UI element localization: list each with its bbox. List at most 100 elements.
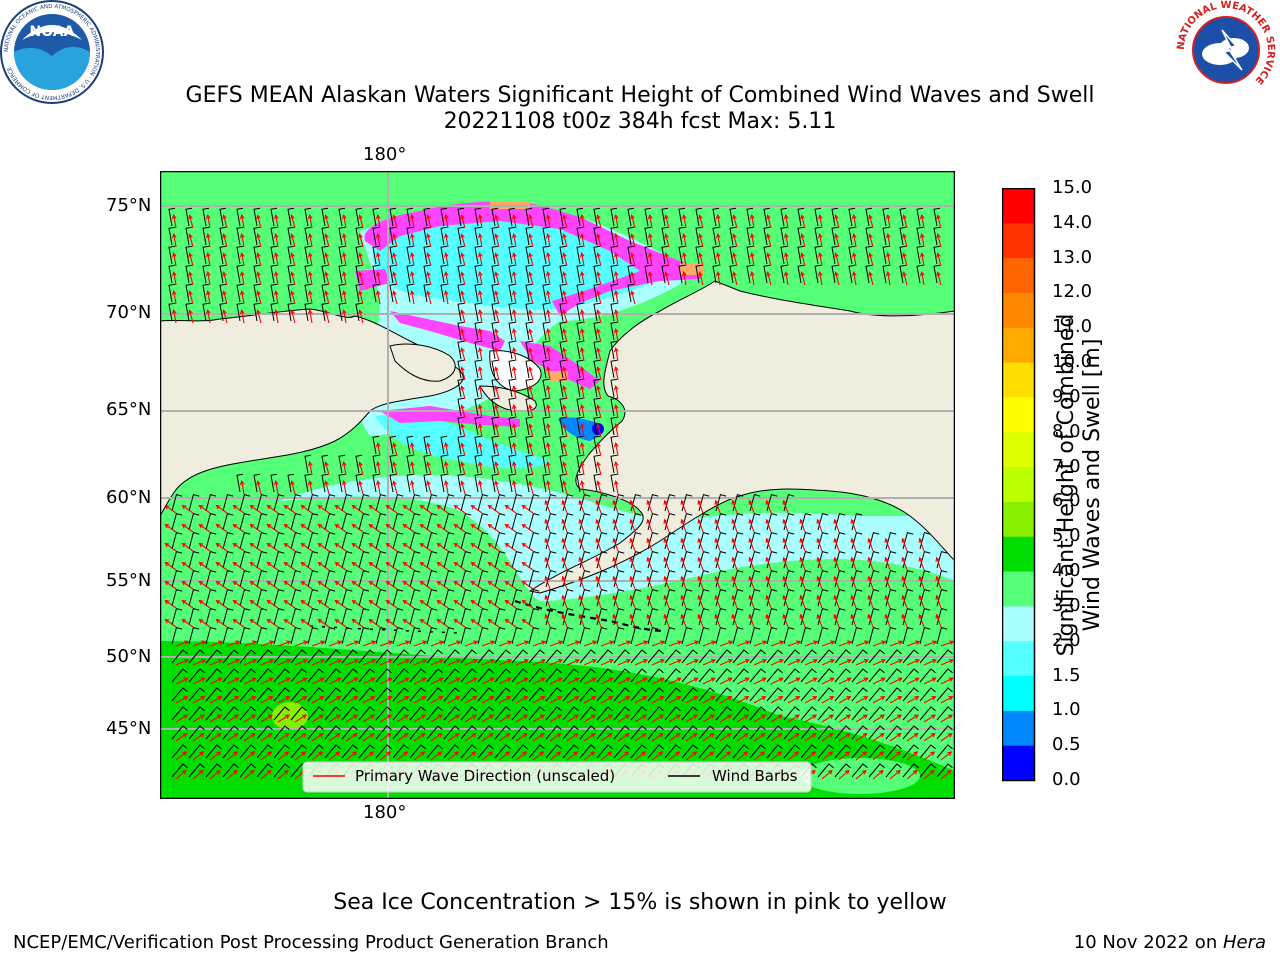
- wind-barb: [423, 264, 431, 284]
- wave-direction-arrow: [396, 658, 410, 666]
- wave-direction-arrow: [901, 575, 908, 590]
- wave-direction-arrow: [307, 309, 313, 324]
- colorbar-segment: [1002, 606, 1035, 642]
- wave-direction-arrow: [561, 575, 568, 590]
- wind-barb: [528, 626, 540, 645]
- wind-barb: [375, 607, 387, 626]
- wave-direction-arrow: [460, 290, 466, 305]
- wind-barb: [321, 264, 329, 284]
- wave-direction-arrow: [579, 328, 585, 343]
- wave-direction-arrow: [362, 751, 375, 761]
- wave-direction-arrow: [885, 271, 891, 286]
- wave-direction-arrow: [562, 423, 568, 438]
- wave-direction-arrow: [821, 696, 835, 704]
- wind-barb: [698, 649, 715, 664]
- wave-direction-arrow: [447, 658, 461, 666]
- wave-direction-arrow: [731, 537, 738, 552]
- wave-direction-arrow: [901, 594, 908, 609]
- wind-barb: [409, 706, 426, 721]
- wave-direction-arrow: [198, 561, 211, 571]
- wave-direction-arrow: [283, 561, 296, 571]
- wind-barb: [542, 378, 550, 398]
- wind-barb: [848, 207, 856, 227]
- wind-barb: [817, 687, 834, 702]
- wind-barb: [222, 512, 234, 531]
- wave-direction-arrow: [243, 732, 256, 742]
- wave-direction-arrow: [561, 537, 568, 552]
- wind-barb: [715, 744, 732, 759]
- wind-barb: [936, 706, 953, 721]
- wind-barb: [899, 264, 907, 284]
- wave-direction-arrow: [477, 423, 483, 438]
- wave-direction-arrow: [379, 751, 392, 761]
- wind-barb: [188, 649, 205, 664]
- wind-barb: [644, 245, 652, 265]
- wave-direction-arrow: [532, 751, 545, 761]
- wind-barb: [814, 264, 822, 284]
- wave-direction-arrow: [889, 714, 902, 723]
- wind-barb: [474, 264, 482, 284]
- wave-direction-arrow: [940, 732, 953, 742]
- wind-barb: [389, 435, 397, 455]
- wind-barb: [443, 512, 455, 531]
- wave-direction-arrow: [719, 640, 734, 647]
- wave-direction-arrow: [736, 658, 750, 666]
- wave-direction-arrow: [583, 696, 597, 704]
- wind-barb: [766, 626, 778, 645]
- wind-barb: [457, 226, 465, 246]
- wave-direction-arrow: [460, 214, 466, 229]
- wave-direction-arrow: [731, 594, 738, 609]
- wave-direction-arrow: [680, 499, 687, 514]
- wind-barb: [185, 226, 193, 246]
- wave-direction-arrow: [719, 751, 732, 761]
- wave-direction-arrow: [345, 714, 358, 723]
- wave-direction-arrow: [884, 537, 891, 552]
- wind-barb: [307, 607, 319, 626]
- wind-barb: [205, 626, 217, 645]
- wave-direction-arrow: [239, 252, 245, 267]
- wave-direction-arrow: [385, 523, 398, 533]
- wind-barb: [409, 493, 421, 512]
- wave-direction-arrow: [171, 233, 177, 248]
- colorbar-tick: 7.0: [1052, 455, 1081, 477]
- wave-direction-arrow: [426, 271, 432, 286]
- wave-direction-arrow: [232, 599, 245, 609]
- wind-barb: [256, 531, 268, 550]
- wave-direction-arrow: [732, 271, 738, 286]
- wind-barb: [358, 744, 375, 759]
- wave-direction-arrow: [583, 751, 596, 761]
- wind-barb: [406, 264, 414, 284]
- wind-barb: [780, 264, 788, 284]
- wind-barb: [800, 706, 817, 721]
- wind-barb: [273, 588, 285, 607]
- wind-barb: [508, 245, 516, 265]
- wave-direction-arrow: [923, 640, 938, 647]
- wind-barb: [406, 226, 414, 246]
- wind-barb: [236, 245, 244, 265]
- wind-barb: [256, 668, 273, 683]
- wave-direction-arrow: [453, 580, 466, 590]
- wave-direction-arrow: [307, 480, 313, 495]
- wave-direction-arrow: [749, 214, 755, 229]
- wave-direction-arrow: [685, 714, 698, 723]
- wind-barb: [766, 706, 783, 721]
- wave-direction-arrow: [494, 423, 500, 438]
- wind-barb: [290, 531, 302, 550]
- colorbar-ticks: 15.0 14.0 13.0 12.0 11.0 10.0 9.0 8.0 7.0 6.0 5.0 4…: [1042, 177, 1102, 790]
- lon-label-top: 180°: [363, 144, 407, 165]
- wave-direction-arrow: [719, 714, 732, 723]
- wind-barb: [916, 245, 924, 265]
- wave-direction-arrow: [222, 214, 228, 229]
- wave-direction-arrow: [528, 214, 534, 229]
- wind-barb: [477, 626, 489, 645]
- wind-barb: [423, 207, 431, 227]
- wave-direction-arrow: [765, 499, 772, 514]
- wave-direction-arrow: [816, 518, 823, 533]
- wind-barb: [307, 531, 319, 550]
- wind-barb: [358, 687, 375, 702]
- wave-direction-arrow: [426, 290, 432, 305]
- wind-barb: [253, 473, 261, 493]
- wave-direction-arrow: [375, 480, 381, 495]
- wave-direction-arrow: [328, 677, 342, 685]
- wind-barb: [797, 245, 805, 265]
